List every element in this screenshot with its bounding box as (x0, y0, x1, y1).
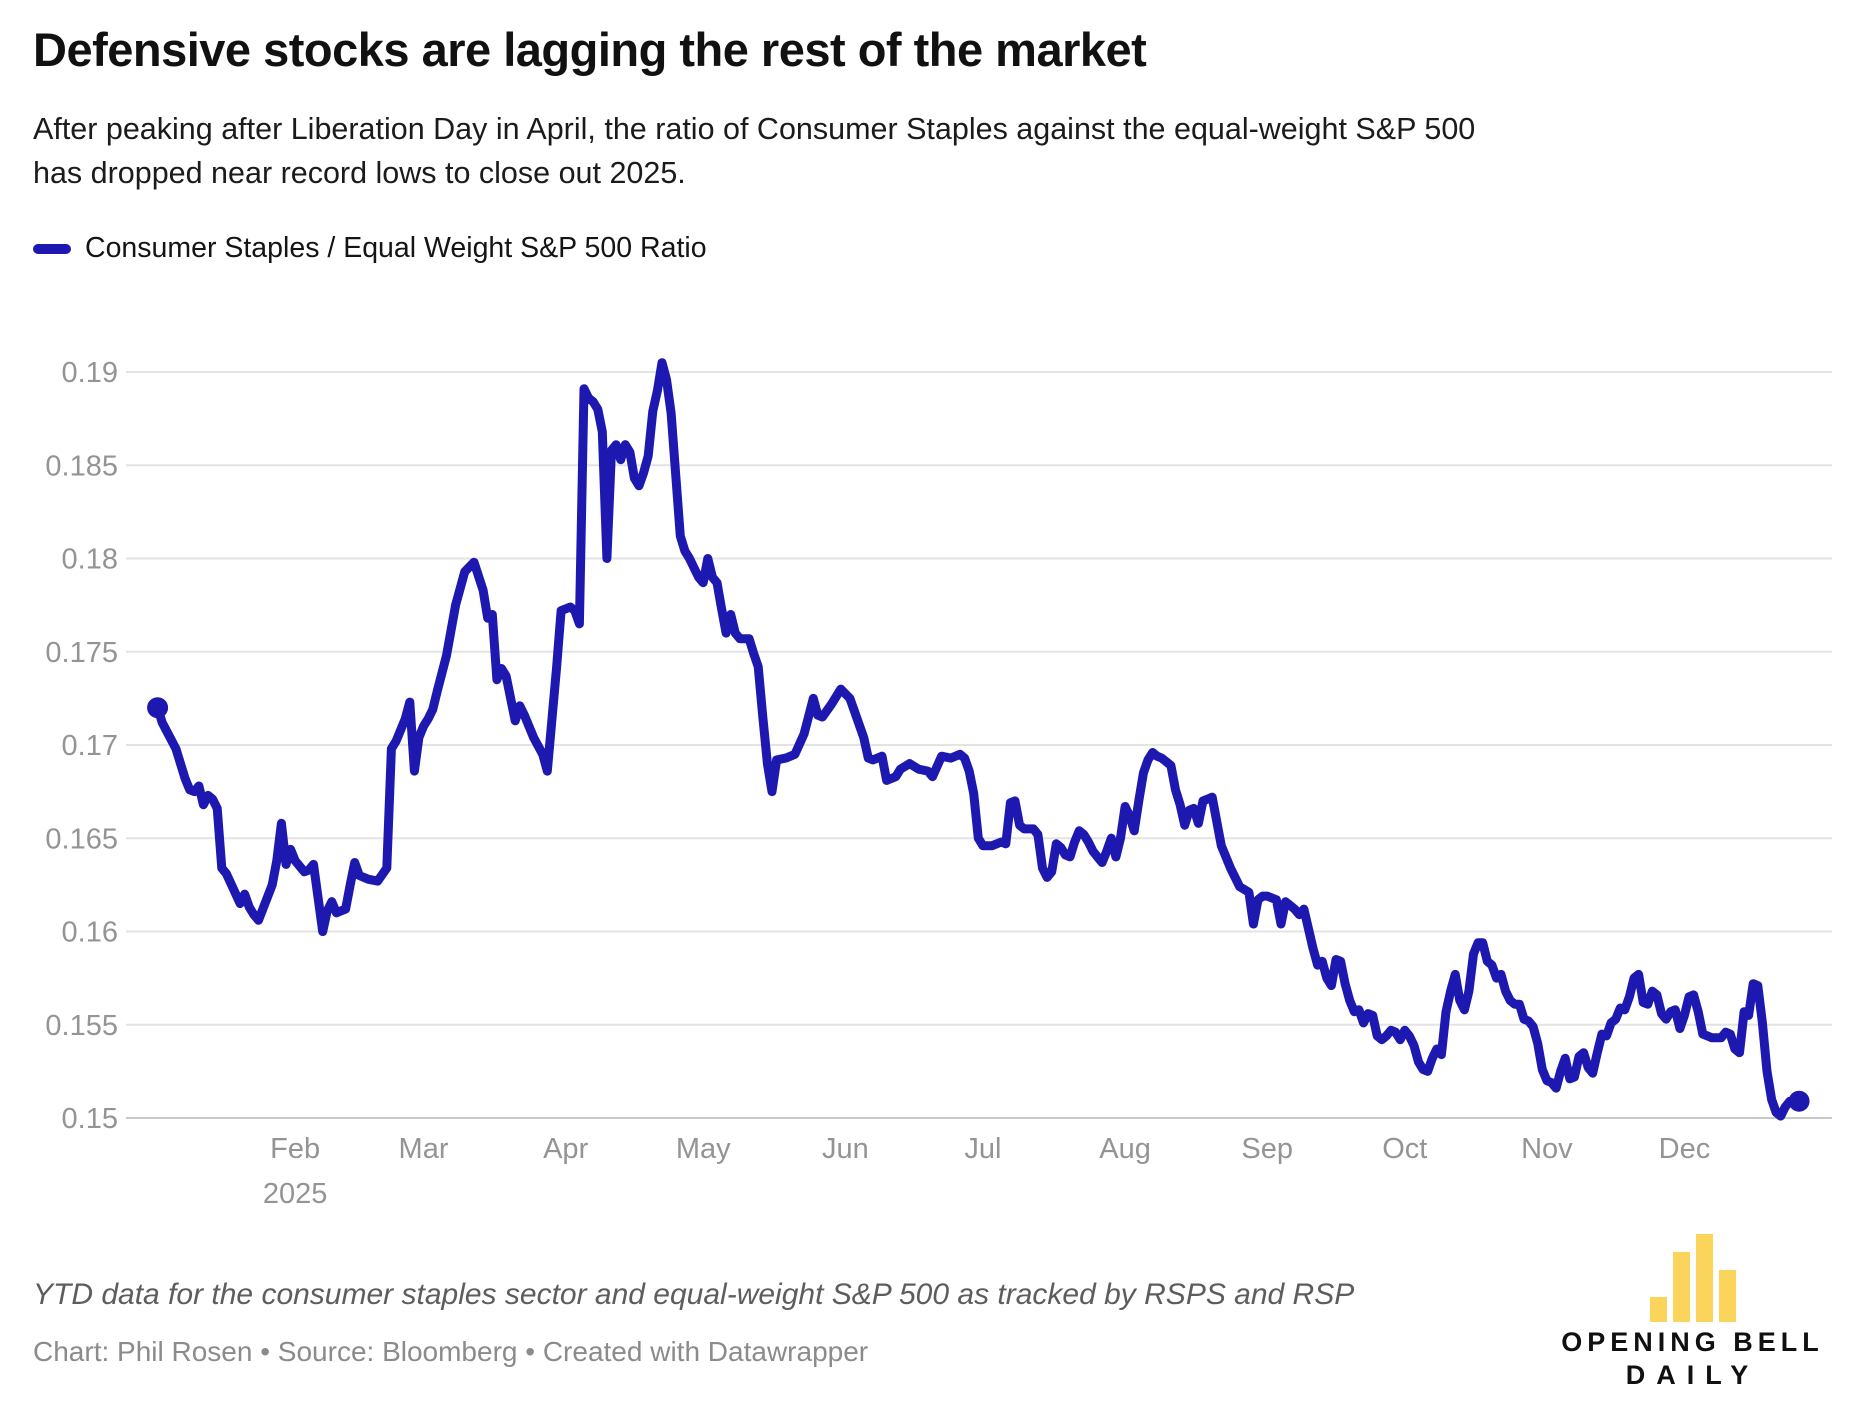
x-tick-label: Aug (1099, 1133, 1151, 1165)
x-tick-label: Jul (964, 1133, 1001, 1165)
y-tick-label: 0.155 (45, 1010, 118, 1042)
y-tick-label: 0.17 (62, 730, 118, 762)
y-tick-label: 0.15 (62, 1103, 118, 1135)
logo-bars-icon (1520, 1232, 1860, 1322)
logo-bar (1672, 1252, 1690, 1322)
x-tick-label: Jun (822, 1133, 869, 1165)
x-tick-label: Nov (1521, 1133, 1573, 1165)
legend-label: Consumer Staples / Equal Weight S&P 500 … (85, 232, 707, 264)
series-line (153, 358, 1804, 1121)
y-tick-label: 0.19 (62, 357, 118, 389)
y-tick-label: 0.185 (45, 450, 118, 482)
line-chart: 0.19 0.185 0.18 0.175 0.17 0.165 0.16 0.155 0.15… (45, 357, 1832, 1210)
y-tick-label: 0.175 (45, 637, 118, 669)
x-tick-label: May (676, 1133, 731, 1165)
x-tick-label: Feb (270, 1133, 320, 1165)
logo-text-line1: OPENING BELL (1561, 1327, 1824, 1357)
credit-line: Chart: Phil Rosen • Source: Bloomberg • … (33, 1336, 869, 1367)
logo-text-line2: DAILY (1625, 1360, 1760, 1390)
chart-subtitle: After peaking after Liberation Day in Ap… (33, 112, 1476, 190)
legend-swatch-line (33, 243, 71, 254)
x-tick-label: Mar (399, 1133, 449, 1165)
x-tick-label: Sep (1241, 1133, 1293, 1165)
y-tick-label: 0.16 (62, 917, 118, 949)
series-end-dot (1788, 1090, 1810, 1112)
x-tick-label: Oct (1382, 1133, 1427, 1165)
x-tick-label: Apr (543, 1133, 588, 1165)
logo-bar (1649, 1297, 1667, 1322)
series-start-dot (147, 697, 169, 719)
legend: Consumer Staples / Equal Weight S&P 500 … (33, 232, 707, 265)
brand-logo: OPENING BELL DAILY (1520, 1232, 1860, 1391)
logo-bar (1718, 1270, 1736, 1322)
y-tick-label: 0.165 (45, 823, 118, 855)
chart-title: Defensive stocks are lagging the rest of… (33, 23, 1147, 76)
x-axis-year-label: 2025 (263, 1178, 328, 1210)
x-tick-label: Dec (1659, 1133, 1711, 1165)
logo-bar (1695, 1234, 1713, 1322)
footnote: YTD data for the consumer staples sector… (33, 1278, 1355, 1311)
y-tick-label: 0.18 (62, 544, 118, 576)
